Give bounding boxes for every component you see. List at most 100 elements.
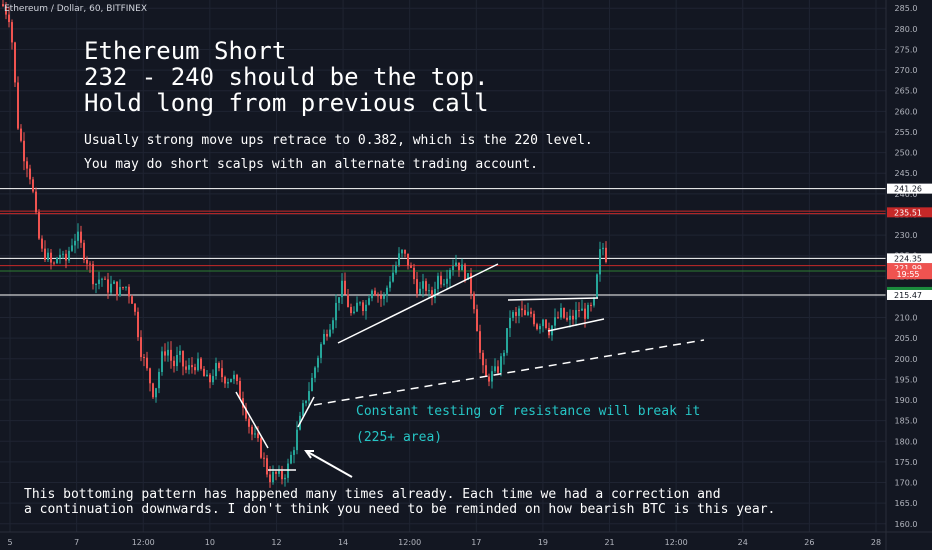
y-tick-label: 255.0 xyxy=(895,128,918,137)
candle-body xyxy=(479,331,481,353)
candle-body xyxy=(224,377,226,384)
candle-body xyxy=(110,283,112,293)
candle-body xyxy=(404,249,406,254)
candle-body xyxy=(218,363,220,369)
candle-body xyxy=(2,4,4,7)
candle-body xyxy=(203,368,205,377)
candle-body xyxy=(140,337,142,358)
arrow-line xyxy=(305,450,353,478)
candle-body xyxy=(80,231,82,243)
candle-body xyxy=(77,231,79,241)
symbol-label: Ethereum / Dollar, 60, BITFINEX xyxy=(4,4,148,14)
candle-body xyxy=(398,253,400,266)
y-tick-label: 170.0 xyxy=(895,479,918,488)
price-label: 221.99 xyxy=(894,264,922,273)
y-tick-label: 245.0 xyxy=(895,169,918,178)
candle-body xyxy=(530,311,532,314)
candle-body xyxy=(584,308,586,319)
candle-body xyxy=(350,307,352,314)
candle-body xyxy=(200,358,202,369)
candle-body xyxy=(500,356,502,373)
candle-body xyxy=(596,274,598,298)
candle-body xyxy=(17,82,19,129)
candle-body xyxy=(386,287,388,296)
candle-body xyxy=(284,477,286,480)
y-tick-label: 285.0 xyxy=(895,4,918,13)
candle-body xyxy=(422,281,424,289)
candle-body xyxy=(359,302,361,304)
price-label: 19:55 xyxy=(896,270,919,279)
candle-body xyxy=(416,279,418,294)
candle-body xyxy=(590,304,592,306)
x-tick-label: 24 xyxy=(738,538,748,547)
candle-body xyxy=(557,317,559,319)
candle-body xyxy=(374,290,376,296)
candle-body xyxy=(497,366,499,373)
candle-body xyxy=(206,374,208,377)
candle-body xyxy=(593,297,595,306)
candle-body xyxy=(230,378,232,383)
candle-body xyxy=(602,247,604,250)
candle-body xyxy=(521,308,523,311)
candle-body xyxy=(23,140,25,162)
candle-body xyxy=(542,319,544,327)
candle-body xyxy=(59,254,61,258)
y-tick-label: 210.0 xyxy=(895,314,918,323)
candle-body xyxy=(461,264,463,271)
rising-support-line xyxy=(297,396,315,428)
candle-body xyxy=(437,275,439,289)
candle-body xyxy=(272,471,274,483)
candle-body xyxy=(473,293,475,310)
candle-body xyxy=(11,22,13,43)
candle-body xyxy=(137,311,139,338)
candle-body xyxy=(440,275,442,285)
candle-body xyxy=(128,286,130,297)
candle-body xyxy=(191,365,193,368)
candle-body xyxy=(83,242,85,260)
annotation-title-2: 232 - 240 should be the top. xyxy=(84,63,489,91)
y-tick-label: 175.0 xyxy=(895,458,918,467)
candle-body xyxy=(44,248,46,260)
candle-body xyxy=(188,365,190,370)
candle-body xyxy=(536,324,538,330)
y-tick-label: 265.0 xyxy=(895,87,918,96)
candle-body xyxy=(407,253,409,266)
candle-body xyxy=(95,283,97,285)
candle-body xyxy=(215,363,217,377)
candle-body xyxy=(32,179,34,192)
flag-bottom-line xyxy=(547,318,605,332)
candle-body xyxy=(323,333,325,345)
candle-body xyxy=(104,278,106,280)
price-label-box xyxy=(887,207,932,218)
candle-body xyxy=(113,281,115,284)
candle-body xyxy=(302,403,304,416)
annotation-note-2: You may do short scalps with an alternat… xyxy=(84,157,538,172)
candle-body xyxy=(527,311,529,316)
x-tick-label: 19 xyxy=(538,538,548,547)
candle-body xyxy=(581,308,583,311)
candle-body xyxy=(122,287,124,289)
annotation-225-area: (225+ area) xyxy=(356,430,443,445)
candle-body xyxy=(572,315,574,320)
candle-body xyxy=(29,168,31,180)
candle-body xyxy=(293,450,295,455)
candle-body xyxy=(161,351,163,372)
candle-body xyxy=(311,377,313,392)
candle-body xyxy=(485,365,487,377)
y-tick-label: 185.0 xyxy=(895,417,918,426)
candle-body xyxy=(470,273,472,294)
candle-body xyxy=(491,371,493,382)
candle-body xyxy=(41,238,43,249)
candle-body xyxy=(221,368,223,378)
candle-body xyxy=(395,265,397,273)
candle-body xyxy=(512,312,514,318)
annotation-title-1: Ethereum Short xyxy=(84,37,287,65)
annotation-title-3: Hold long from previous call xyxy=(84,89,489,117)
candle-body xyxy=(509,317,511,329)
candle-body xyxy=(260,438,262,458)
candle-body xyxy=(212,376,214,383)
candle-body xyxy=(47,252,49,260)
x-tick-label: 5 xyxy=(7,538,12,547)
candle-body xyxy=(377,295,379,297)
